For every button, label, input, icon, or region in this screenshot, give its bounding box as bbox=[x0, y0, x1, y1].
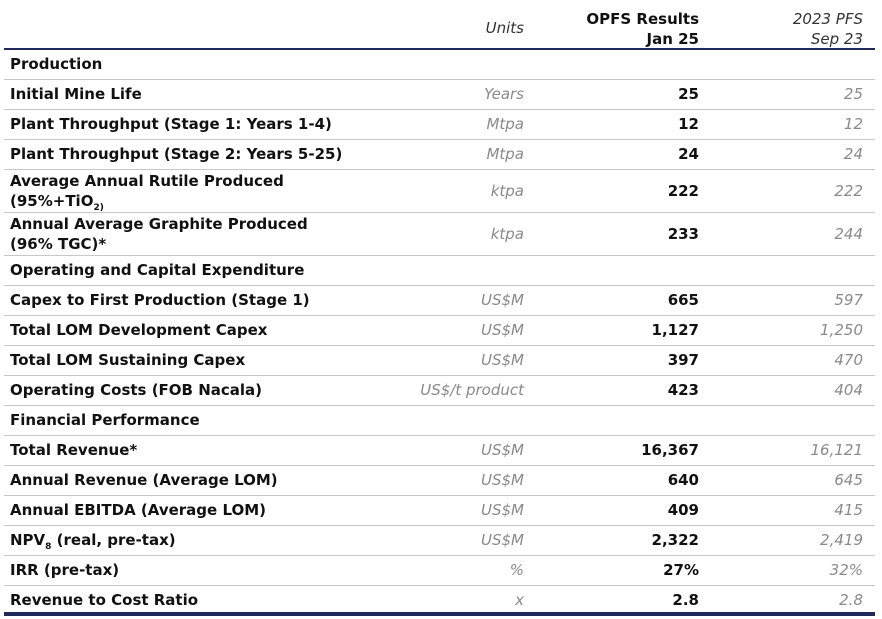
section-row-opex-capex: Operating and Capital Expenditure bbox=[4, 256, 875, 286]
opfs-column-header: OPFS Results Jan 25 bbox=[560, 9, 699, 49]
row-label: Capex to First Production (Stage 1) bbox=[10, 291, 310, 309]
table-row-irr: IRR (pre-tax) % 27% 32% bbox=[4, 556, 875, 586]
pfs-value: 25 bbox=[843, 85, 863, 103]
row-label: Total LOM Development Capex bbox=[10, 321, 268, 339]
pfs-value: 415 bbox=[834, 501, 863, 519]
row-label-subscript: 8 bbox=[45, 542, 52, 552]
table-row-capex-first: Capex to First Production (Stage 1) US$M… bbox=[4, 286, 875, 316]
row-label: Revenue to Cost Ratio bbox=[10, 591, 199, 609]
opfs-value: 397 bbox=[667, 351, 699, 369]
table-row-annual-revenue: Annual Revenue (Average LOM) US$M 640 64… bbox=[4, 466, 875, 496]
pfs-value: 16,121 bbox=[810, 441, 864, 459]
row-label-line2: (96% TGC)* bbox=[10, 235, 107, 253]
opfs-value: 409 bbox=[667, 501, 699, 519]
row-unit: US$M bbox=[481, 351, 524, 369]
row-unit: US$M bbox=[481, 471, 524, 489]
units-column-header: Units bbox=[485, 19, 524, 37]
pfs-value: 32% bbox=[829, 561, 863, 579]
opfs-value: 2,322 bbox=[651, 531, 699, 549]
opfs-value: 24 bbox=[678, 145, 699, 163]
opfs-value: 1,127 bbox=[651, 321, 699, 339]
row-unit: x bbox=[515, 591, 524, 609]
table-row-revenue: Total Revenue* US$M 16,367 16,121 bbox=[4, 436, 875, 466]
pfs-value: 2,419 bbox=[820, 531, 863, 549]
pfs-value: 470 bbox=[834, 351, 863, 369]
row-unit: US$M bbox=[481, 291, 524, 309]
section-row-production: Production bbox=[4, 50, 875, 80]
row-label-npv: NPV bbox=[10, 531, 46, 549]
row-label: Total LOM Sustaining Capex bbox=[10, 351, 246, 369]
table-row-mine-life: Initial Mine Life Years 25 25 bbox=[4, 80, 875, 110]
section-row-financial: Financial Performance bbox=[4, 406, 875, 436]
table-row-sust-capex: Total LOM Sustaining Capex US$M 397 470 bbox=[4, 346, 875, 376]
opfs-value: 12 bbox=[678, 115, 699, 133]
row-label: Plant Throughput (Stage 2: Years 5-25) bbox=[10, 145, 343, 163]
row-label: Annual EBITDA (Average LOM) bbox=[10, 501, 266, 519]
opfs-value: 2.8 bbox=[672, 591, 699, 609]
table-header: Units OPFS Results Jan 25 2023 PFS Sep 2… bbox=[0, 0, 882, 48]
table-row-op-costs: Operating Costs (FOB Nacala) US$/t produ… bbox=[4, 376, 875, 406]
section-title: Operating and Capital Expenditure bbox=[10, 261, 305, 279]
opfs-value: 16,367 bbox=[641, 441, 699, 459]
table-row-throughput-stage1: Plant Throughput (Stage 1: Years 1-4) Mt… bbox=[4, 110, 875, 140]
row-label-npv-suffix: (real, pre-tax) bbox=[51, 531, 176, 549]
row-unit: Years bbox=[484, 85, 524, 103]
opfs-header-line1: OPFS Results bbox=[586, 10, 699, 28]
pfs-column-header: 2023 PFS Sep 23 bbox=[720, 9, 863, 49]
row-label: Plant Throughput (Stage 1: Years 1-4) bbox=[10, 115, 332, 133]
row-label-line1: Annual Average Graphite Produced bbox=[10, 215, 308, 233]
opfs-value: 233 bbox=[667, 225, 699, 243]
row-label: NPV8 (real, pre-tax) bbox=[10, 531, 176, 552]
row-unit: US$M bbox=[481, 321, 524, 339]
header-divider bbox=[4, 48, 875, 50]
row-unit: US$/t product bbox=[420, 381, 524, 399]
opfs-value: 665 bbox=[667, 291, 699, 309]
row-label: Average Annual Rutile Produced (95%+TiO2… bbox=[10, 171, 284, 218]
row-unit: Mtpa bbox=[486, 115, 524, 133]
opfs-value: 222 bbox=[667, 182, 699, 200]
opfs-value: 25 bbox=[678, 85, 699, 103]
table-row-npv: NPV8 (real, pre-tax) US$M 2,322 2,419 bbox=[4, 526, 875, 556]
opfs-header-line2: Jan 25 bbox=[646, 30, 699, 48]
pfs-value: 24 bbox=[843, 145, 863, 163]
pfs-value: 1,250 bbox=[820, 321, 863, 339]
pfs-header-line2: Sep 23 bbox=[810, 30, 863, 48]
table-row-graphite: Annual Average Graphite Produced (96% TG… bbox=[4, 213, 875, 256]
row-label: IRR (pre-tax) bbox=[10, 561, 120, 579]
row-unit: ktpa bbox=[490, 182, 524, 200]
opfs-value: 640 bbox=[667, 471, 699, 489]
row-unit: Mtpa bbox=[486, 145, 524, 163]
pfs-value: 12 bbox=[843, 115, 863, 133]
pfs-value: 645 bbox=[834, 471, 863, 489]
section-title: Financial Performance bbox=[10, 411, 200, 429]
table-bottom-border bbox=[4, 612, 875, 616]
table-row-revenue-cost-ratio: Revenue to Cost Ratio x 2.8 2.8 bbox=[4, 586, 875, 612]
opfs-value: 27% bbox=[663, 561, 699, 579]
row-label: Annual Revenue (Average LOM) bbox=[10, 471, 278, 489]
row-label-subscript: 2) bbox=[93, 203, 104, 213]
pfs-value: 597 bbox=[834, 291, 863, 309]
row-unit: US$M bbox=[481, 531, 524, 549]
row-unit: ktpa bbox=[490, 225, 524, 243]
row-label-line2: (95%+TiO bbox=[10, 192, 94, 210]
pfs-value: 2.8 bbox=[839, 591, 863, 609]
row-unit: US$M bbox=[481, 501, 524, 519]
row-label: Total Revenue* bbox=[10, 441, 138, 459]
table-row-dev-capex: Total LOM Development Capex US$M 1,127 1… bbox=[4, 316, 875, 346]
row-label: Initial Mine Life bbox=[10, 85, 142, 103]
table-row-ebitda: Annual EBITDA (Average LOM) US$M 409 415 bbox=[4, 496, 875, 526]
row-unit: US$M bbox=[481, 441, 524, 459]
row-unit: % bbox=[509, 561, 524, 579]
row-label-line1: Average Annual Rutile Produced bbox=[10, 172, 284, 190]
pfs-value: 222 bbox=[834, 182, 863, 200]
pfs-header-line1: 2023 PFS bbox=[792, 10, 863, 28]
row-label: Operating Costs (FOB Nacala) bbox=[10, 381, 263, 399]
row-label: Annual Average Graphite Produced (96% TG… bbox=[10, 214, 308, 254]
section-title: Production bbox=[10, 55, 103, 73]
table-row-rutile: Average Annual Rutile Produced (95%+TiO2… bbox=[4, 170, 875, 213]
opfs-value: 423 bbox=[667, 381, 699, 399]
pfs-value: 404 bbox=[834, 381, 863, 399]
pfs-value: 244 bbox=[834, 225, 863, 243]
table-row-throughput-stage2: Plant Throughput (Stage 2: Years 5-25) M… bbox=[4, 140, 875, 170]
